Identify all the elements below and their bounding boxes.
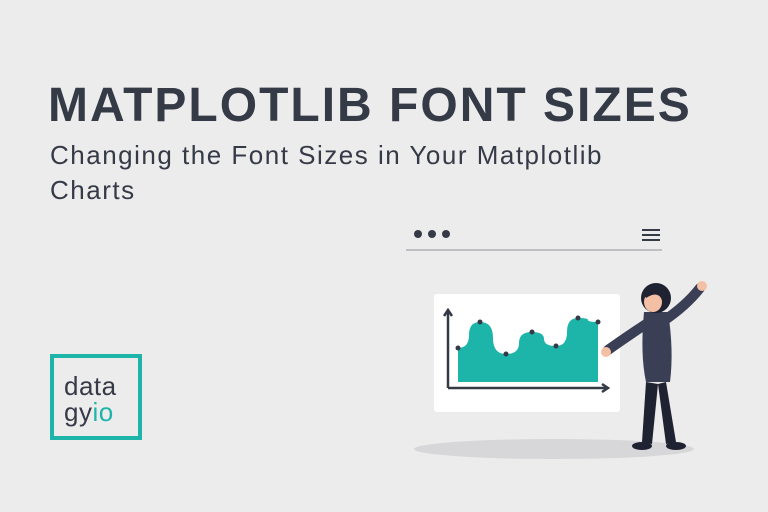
chart-marker xyxy=(530,330,535,335)
browser-dot-icon xyxy=(414,230,422,238)
browser-dot-icon xyxy=(442,230,450,238)
browser-window xyxy=(404,224,664,254)
chart-marker xyxy=(504,352,509,357)
chart-marker xyxy=(478,320,483,325)
page-title: MATPLOTLIB FONT SIZES xyxy=(48,78,692,133)
brand-logo: data gyio xyxy=(50,354,142,440)
hero-illustration xyxy=(404,204,724,464)
page-subtitle: Changing the Font Sizes in Your Matplotl… xyxy=(50,138,610,208)
chart-marker xyxy=(456,346,461,351)
logo-line-2: gyio xyxy=(64,399,128,425)
logo-line-1: data xyxy=(64,373,128,399)
logo-line-2-accent: io xyxy=(92,397,113,427)
browser-dot-icon xyxy=(428,230,436,238)
chart-marker xyxy=(596,320,601,325)
chart-card xyxy=(434,294,620,412)
chart-marker xyxy=(576,316,581,321)
chart-marker xyxy=(554,344,559,349)
logo-line-2-main: gy xyxy=(64,397,92,427)
hamburger-icon xyxy=(642,229,660,241)
